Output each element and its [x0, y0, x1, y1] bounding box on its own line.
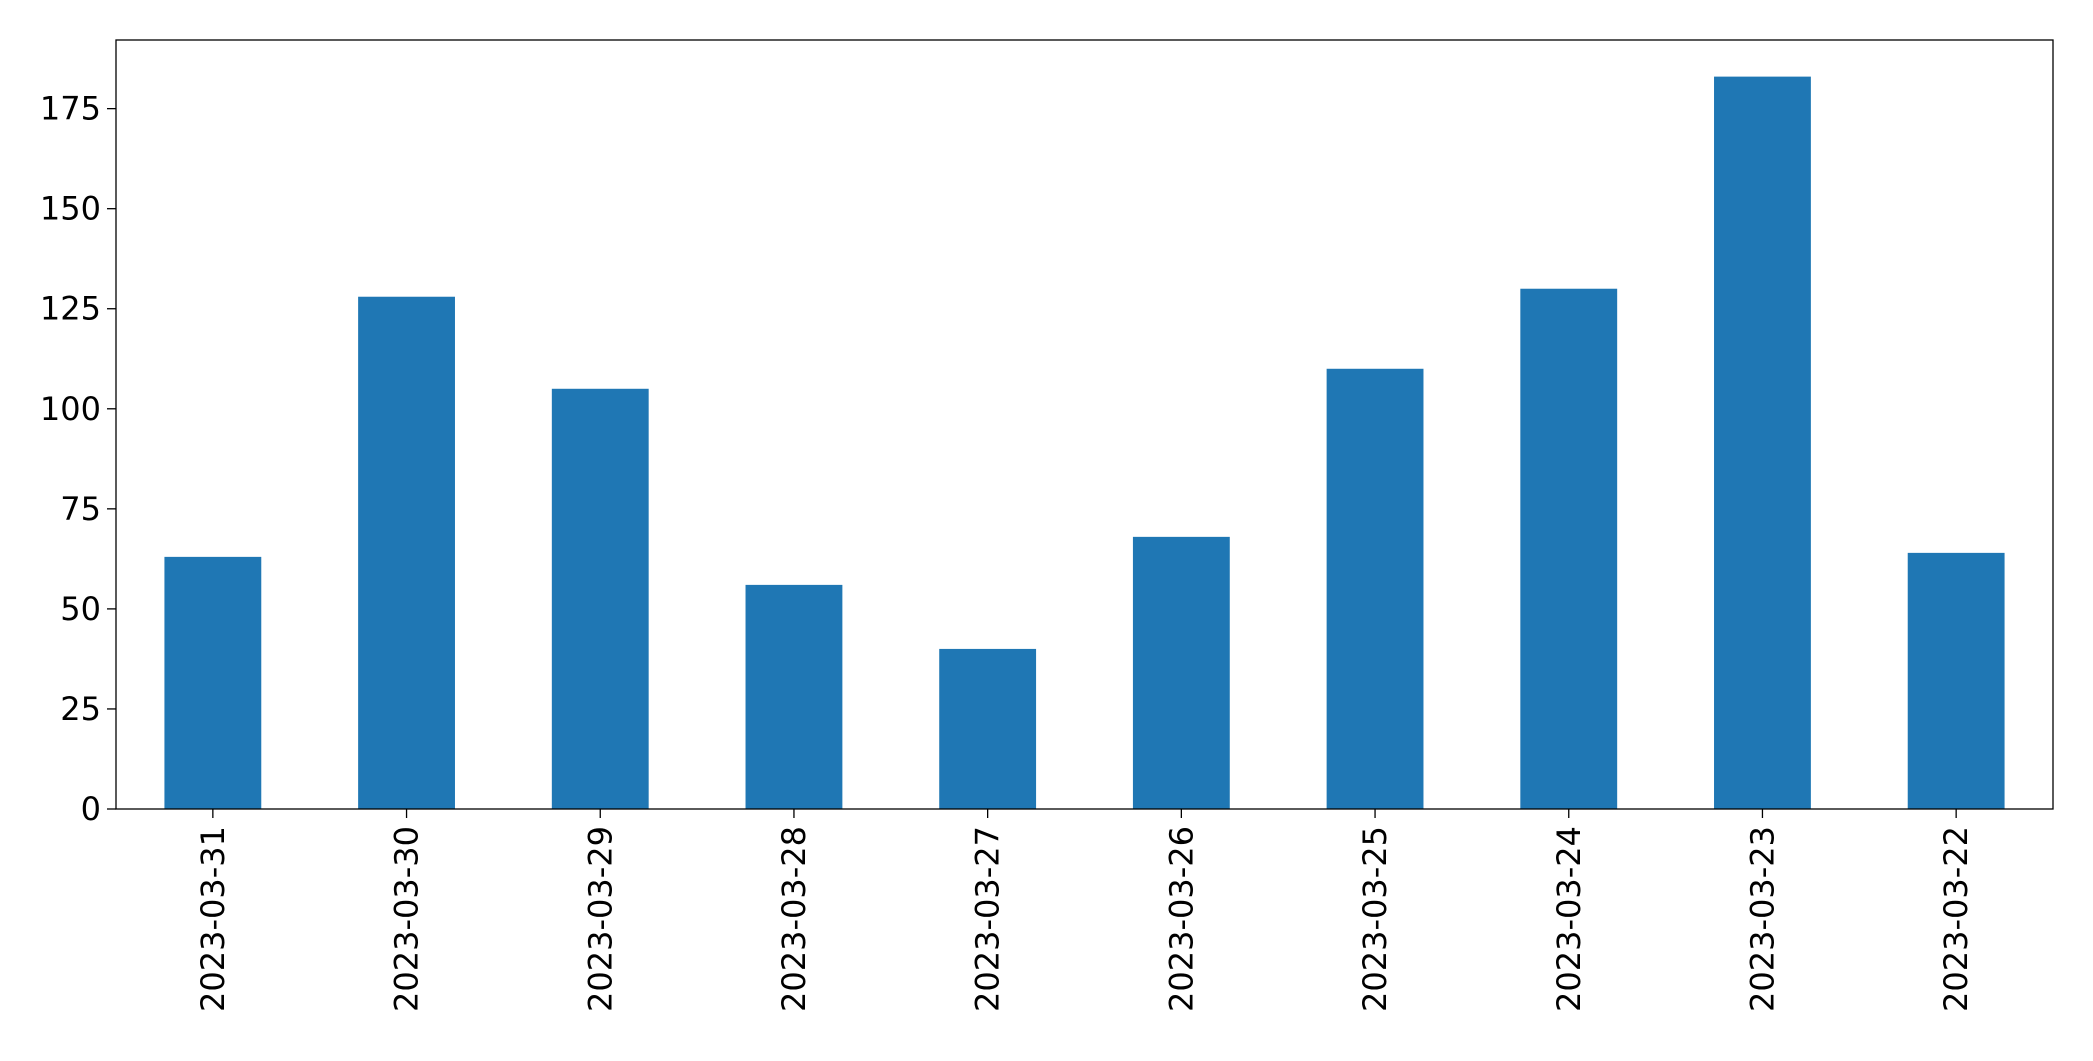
x-tick-label: 2023-03-30 [388, 826, 426, 1012]
bar [1520, 288, 1618, 809]
y-tick-label: 125 [40, 290, 101, 328]
bar [358, 296, 455, 810]
x-tick-label: 2023-03-28 [775, 826, 813, 1012]
y-tick-label: 150 [40, 190, 101, 228]
bar [164, 556, 262, 809]
y-tick-label: 100 [40, 390, 101, 428]
x-tick-label: 2023-03-31 [194, 826, 232, 1012]
y-tick-label: 50 [60, 590, 101, 628]
bar [1907, 552, 2005, 809]
bar [551, 388, 649, 809]
x-tick-label: 2023-03-24 [1550, 826, 1588, 1012]
bar [1132, 536, 1230, 809]
y-tick-label: 75 [60, 490, 101, 528]
x-tick-label: 2023-03-27 [969, 826, 1007, 1012]
y-tick-label: 0 [81, 790, 101, 828]
bar [1714, 76, 1811, 810]
x-tick-label: 2023-03-22 [1937, 826, 1975, 1012]
x-tick-label: 2023-03-26 [1162, 826, 1200, 1012]
bar [1326, 368, 1424, 809]
x-tick-label: 2023-03-23 [1743, 826, 1781, 1012]
bar [745, 584, 843, 809]
x-tick-label: 2023-03-25 [1356, 826, 1394, 1012]
plot-frame [115, 39, 2054, 810]
x-tick-label: 2023-03-29 [581, 826, 619, 1012]
bar [939, 648, 1037, 809]
y-tick-label: 25 [60, 690, 101, 728]
y-tick-label: 175 [40, 90, 101, 128]
